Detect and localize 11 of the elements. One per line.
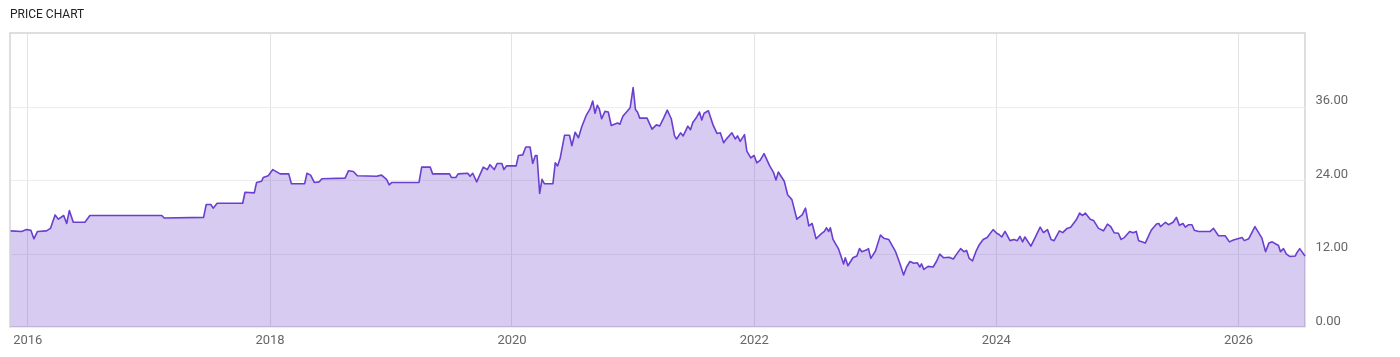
x-tick-label: 2020 <box>497 331 527 347</box>
y-tick-label: 12.00 <box>1315 239 1349 254</box>
x-tick-label: 2022 <box>739 331 769 347</box>
x-tick-label: 2026 <box>1223 331 1254 347</box>
y-tick-label: 36.00 <box>1315 92 1349 107</box>
y-tick-label: 0.00 <box>1315 312 1341 328</box>
y-tick-label: 24.00 <box>1315 165 1349 181</box>
x-tick-label: 2024 <box>981 331 1012 347</box>
x-tick-label: 2018 <box>255 331 285 347</box>
x-tick-label: 2016 <box>13 331 43 347</box>
chart-title: PRICE CHART <box>10 7 85 21</box>
